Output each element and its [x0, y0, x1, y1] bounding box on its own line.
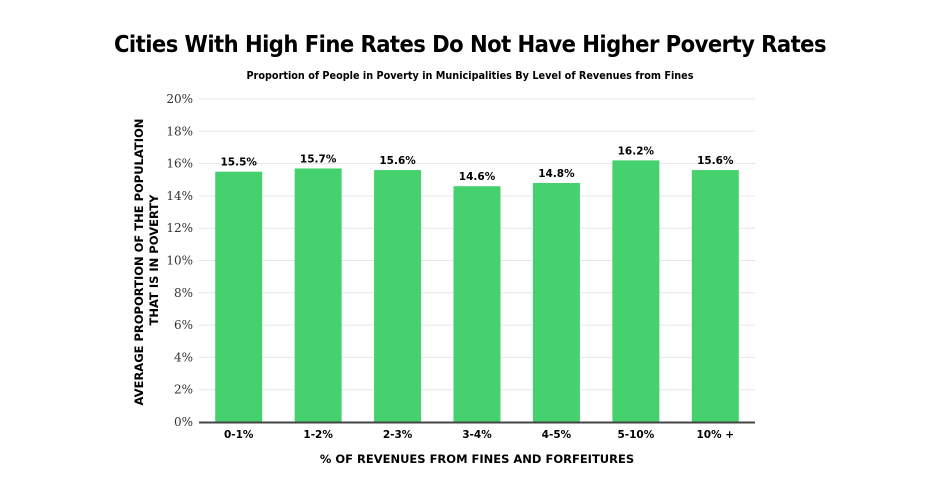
bar: [612, 160, 660, 422]
data-label: 14.8%: [538, 168, 575, 180]
x-tick-label: 10% +: [696, 429, 734, 441]
y-tick-label: 2%: [174, 383, 193, 397]
chart-subtitle: Proportion of People in Poverty in Munic…: [246, 69, 694, 82]
data-label: 15.7%: [300, 153, 337, 165]
x-tick-label: 1-2%: [303, 429, 333, 441]
bars: [215, 160, 739, 422]
data-label: 15.5%: [220, 157, 257, 169]
y-axis-title: AVERAGE PROPORTION OF THE POPULATION THA…: [132, 115, 161, 406]
y-tick-label: 20%: [166, 92, 193, 106]
data-label: 14.6%: [459, 171, 496, 183]
bar: [453, 186, 501, 422]
y-axis-title-line-1: AVERAGE PROPORTION OF THE POPULATION: [132, 119, 146, 406]
chart-title: Cities With High Fine Rates Do Not Have …: [113, 32, 827, 58]
x-tick-label: 2-3%: [383, 429, 413, 441]
x-tick-label: 5-10%: [617, 429, 654, 441]
x-tick-label: 4-5%: [542, 429, 572, 441]
bar: [691, 170, 739, 422]
bar: [374, 170, 422, 422]
y-tick-label: 4%: [174, 350, 193, 364]
x-tick-label: 3-4%: [462, 429, 492, 441]
y-tick-label: 8%: [174, 286, 193, 300]
x-tick-label: 0-1%: [224, 429, 254, 441]
y-tick-label: 14%: [166, 189, 193, 203]
y-tick-label: 0%: [174, 415, 193, 429]
y-tick-label: 6%: [174, 318, 193, 332]
bar: [215, 171, 263, 422]
data-label: 15.6%: [379, 155, 416, 167]
data-label: 16.2%: [618, 145, 655, 157]
bar: [532, 182, 580, 422]
y-tick-label: 12%: [166, 221, 193, 235]
y-axis-title-line-2: THAT IS IN POVERTY: [147, 194, 161, 326]
data-labels: 15.5% 15.7% 15.6% 14.6% 14.8% 16.2% 15.6%: [220, 145, 733, 183]
bar: [294, 168, 342, 422]
y-tick-label: 18%: [166, 124, 193, 138]
y-tick-label: 16%: [166, 157, 193, 171]
y-tick-label: 10%: [166, 254, 193, 268]
x-axis-categories: 0-1% 1-2% 2-3% 3-4% 4-5% 5-10% 10% +: [224, 429, 734, 441]
x-axis-title: % OF REVENUES FROM FINES AND FORFEITURES: [320, 452, 634, 466]
data-label: 15.6%: [697, 155, 734, 167]
y-axis-ticks: 0% 2% 4% 6% 8% 10% 12% 14% 16% 18% 20%: [166, 92, 193, 429]
